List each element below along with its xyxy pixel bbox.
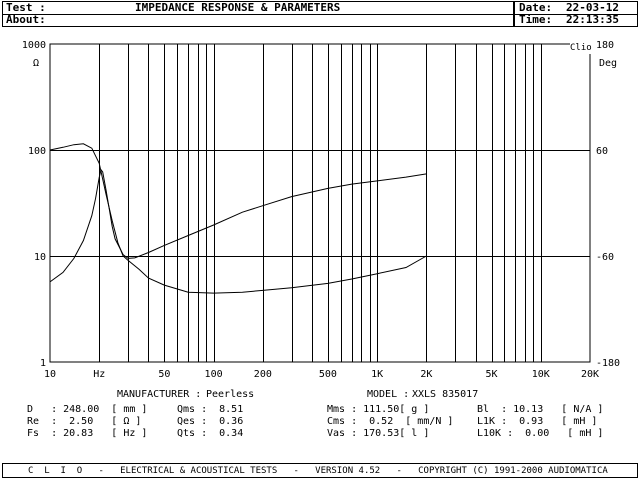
param-qms: Qms : 8.51 <box>177 404 244 415</box>
model-value: XXLS 835017 <box>412 389 479 400</box>
x-tick-label: Hz <box>93 369 105 380</box>
y-right-tick-label: 180 <box>596 40 614 51</box>
param-l1k: L1K : 0.93 [ mH ] <box>477 416 598 427</box>
y-left-tick-label: 1 <box>40 358 46 369</box>
param-re: Re : 2.50 [ Ω ] <box>27 416 142 427</box>
y-right-tick-label: -180 <box>596 358 620 369</box>
manufacturer-value: Peerless <box>206 389 255 400</box>
y-right-tick-label: 60 <box>596 146 608 157</box>
param-qts: Qts : 0.34 <box>177 428 244 439</box>
x-tick-label: 200 <box>254 369 272 380</box>
clio-corner-label: Clio <box>570 42 592 54</box>
chart-curves <box>49 143 427 294</box>
x-tick-label: 100 <box>205 369 223 380</box>
param-bl: Bl : 10.13 [ N/A ] <box>477 404 604 415</box>
date-label: Date: <box>519 1 553 14</box>
chart-labels: 10 Hz 50 100 200 500 1K 2K 5K 10K 20K1101001000-18… <box>22 40 620 380</box>
param-d: D : 248.00 [ mm ] <box>27 404 148 415</box>
about-label: About: <box>6 13 46 26</box>
manufacturer-label: MANUFACTURER : <box>117 389 202 400</box>
right-axis-unit: Deg <box>599 58 618 69</box>
chart-grid <box>50 44 590 362</box>
test-label: Test : <box>6 1 46 14</box>
header-divider <box>2 14 514 15</box>
param-cms: Cms : 0.52 [ mm/N ] <box>327 416 454 427</box>
y-left-tick-label: 1000 <box>22 40 46 51</box>
model-label: MODEL : <box>367 389 410 400</box>
impedance-curve <box>49 168 427 283</box>
x-tick-label: 20K <box>581 369 599 380</box>
y-left-tick-label: 10 <box>34 252 46 263</box>
x-tick-label: 500 <box>319 369 337 380</box>
y-right-tick-label: -60 <box>596 252 614 263</box>
x-tick-label: 10 <box>44 369 56 380</box>
param-vas: Vas : 170.53[ l ] <box>327 428 430 439</box>
y-left-tick-label: 100 <box>28 146 46 157</box>
date-value: 22-03-12 <box>566 1 619 14</box>
param-fs: Fs : 20.83 [ Hz ] <box>27 428 148 439</box>
x-tick-label: 10K <box>532 369 550 380</box>
x-tick-label: 50 <box>158 369 170 380</box>
param-l10k: L10K : 0.00 [ mH ] <box>477 428 604 439</box>
phase-curve <box>49 143 427 294</box>
param-qes: Qes : 0.36 <box>177 416 244 427</box>
x-tick-label: 5K <box>485 369 497 380</box>
header-divider-right <box>514 14 638 15</box>
param-mms: Mms : 111.50[ g ] <box>327 404 430 415</box>
x-tick-label: 2K <box>420 369 432 380</box>
plot-frame <box>49 43 591 363</box>
left-axis-unit: Ω <box>33 58 40 69</box>
time-label: Time: <box>519 13 553 26</box>
time-value: 22:13:35 <box>566 13 619 26</box>
x-tick-label: 1K <box>371 369 383 380</box>
footer-text: C L I O - ELECTRICAL & ACOUSTICAL TESTS … <box>28 466 608 476</box>
page-title: IMPEDANCE RESPONSE & PARAMETERS <box>135 1 341 14</box>
footer-bar <box>2 463 638 478</box>
